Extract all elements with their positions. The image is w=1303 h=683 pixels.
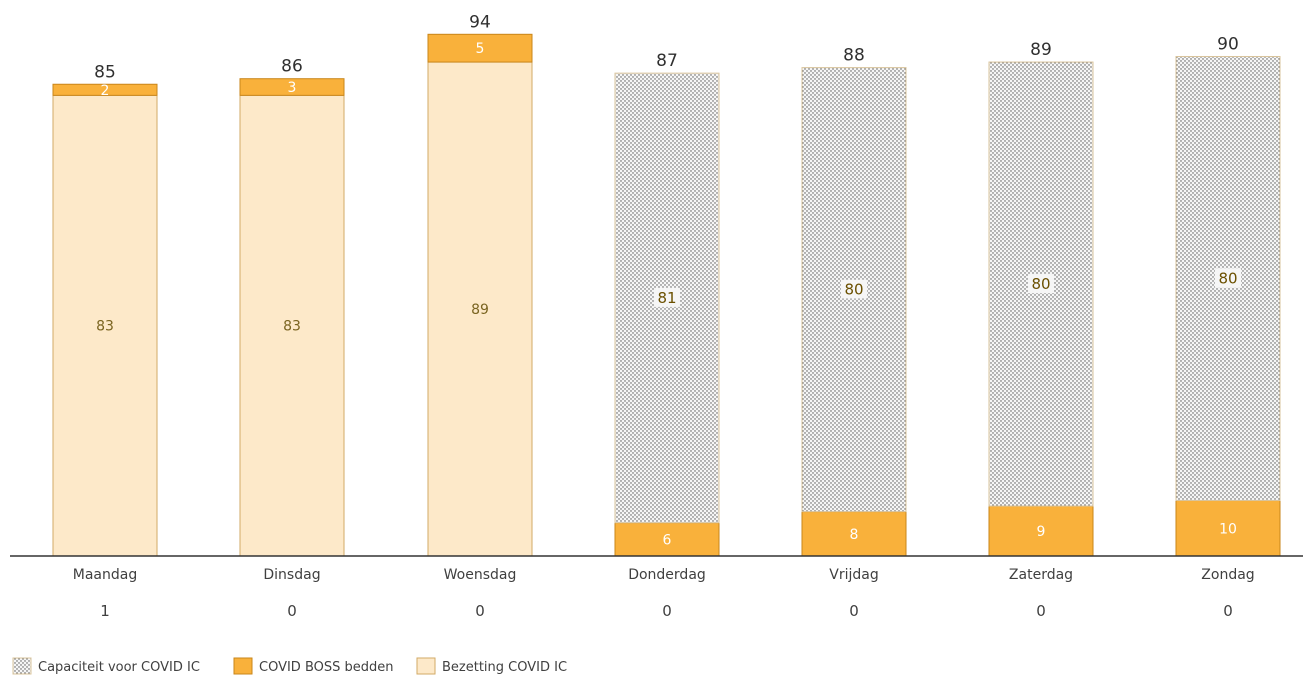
x-tick-label-woensdag: Woensdag	[444, 567, 517, 583]
bar-segment-boss-zondag	[1175, 500, 1281, 557]
total-label-dinsdag: 86	[281, 57, 303, 77]
sub-label-zondag: 0	[1223, 602, 1233, 620]
data-label-bg-zondag	[1215, 268, 1241, 288]
data-label-boss-woensdag: 5	[476, 41, 485, 57]
legend-swatch-bezetting	[416, 657, 436, 675]
x-tick-label-maandag: Maandag	[73, 567, 137, 583]
total-label-vrijdag: 88	[843, 46, 865, 66]
data-label-bezetting-woensdag: 89	[471, 302, 489, 318]
x-tick-label-zaterdag: Zaterdag	[1009, 567, 1073, 583]
total-label-zondag: 90	[1217, 35, 1239, 55]
legend-label-bezetting: Bezetting COVID IC	[442, 660, 567, 675]
data-label-bg-zaterdag	[1028, 274, 1054, 294]
data-label-bg-vrijdag	[841, 279, 867, 299]
x-tick-label-dinsdag: Dinsdag	[263, 567, 320, 583]
legend-label-boss: COVID BOSS bedden	[259, 660, 394, 675]
sub-label-zaterdag: 0	[1036, 602, 1046, 620]
bar-segment-boss-vrijdag	[801, 511, 907, 557]
x-tick-label-zondag: Zondag	[1201, 567, 1254, 583]
data-label-bezetting-dinsdag: 83	[283, 319, 301, 335]
data-label-boss-maandag: 2	[101, 83, 110, 99]
data-label-bezetting-maandag: 83	[96, 319, 114, 335]
bar-segment-bezetting-woensdag	[427, 61, 533, 557]
legend: Capaciteit voor COVID IC COVID BOSS bedde…	[12, 657, 567, 675]
data-label-boss-zondag: 10	[1219, 521, 1237, 537]
data-label-boss-vrijdag: 8	[850, 527, 859, 543]
data-label-capaciteit-donderdag: 81	[657, 289, 676, 307]
x-tick-label-donderdag: Donderdag	[628, 567, 706, 583]
bar-segment-capaciteit-donderdag	[614, 72, 720, 524]
data-label-bg-donderdag	[654, 287, 680, 307]
legend-label-capaciteit: Capaciteit voor COVID IC	[38, 660, 200, 675]
bar-segment-boss-woensdag	[427, 33, 533, 63]
sub-label-donderdag: 0	[662, 602, 672, 620]
total-label-zaterdag: 89	[1030, 40, 1052, 60]
bar-segment-boss-zaterdag	[988, 505, 1094, 557]
sub-label-maandag: 1	[100, 602, 110, 620]
data-label-boss-donderdag: 6	[663, 532, 672, 548]
legend-swatch-boss	[233, 657, 253, 675]
data-label-boss-dinsdag: 3	[288, 80, 297, 96]
data-label-capaciteit-zondag: 80	[1218, 270, 1237, 288]
sub-label-woensdag: 0	[475, 602, 485, 620]
bars-group	[52, 33, 1281, 557]
x-tick-label-vrijdag: Vrijdag	[829, 567, 878, 583]
data-label-boss-zaterdag: 9	[1037, 524, 1046, 540]
bar-segment-boss-maandag	[52, 83, 158, 96]
bar-segment-bezetting-maandag	[52, 94, 158, 557]
total-label-donderdag: 87	[656, 51, 678, 71]
labels-group: 83285Maandag183386Dinsdag089594Woensdag0…	[73, 12, 1255, 620]
total-label-woensdag: 94	[469, 12, 491, 32]
bar-segment-boss-dinsdag	[239, 78, 345, 96]
legend-swatch-capaciteit	[12, 657, 32, 675]
bar-segment-bezetting-dinsdag	[239, 94, 345, 557]
total-label-maandag: 85	[94, 62, 116, 82]
sub-label-dinsdag: 0	[287, 602, 297, 620]
data-label-capaciteit-zaterdag: 80	[1031, 275, 1050, 293]
sub-label-vrijdag: 0	[849, 602, 859, 620]
data-label-capaciteit-vrijdag: 80	[844, 281, 863, 299]
